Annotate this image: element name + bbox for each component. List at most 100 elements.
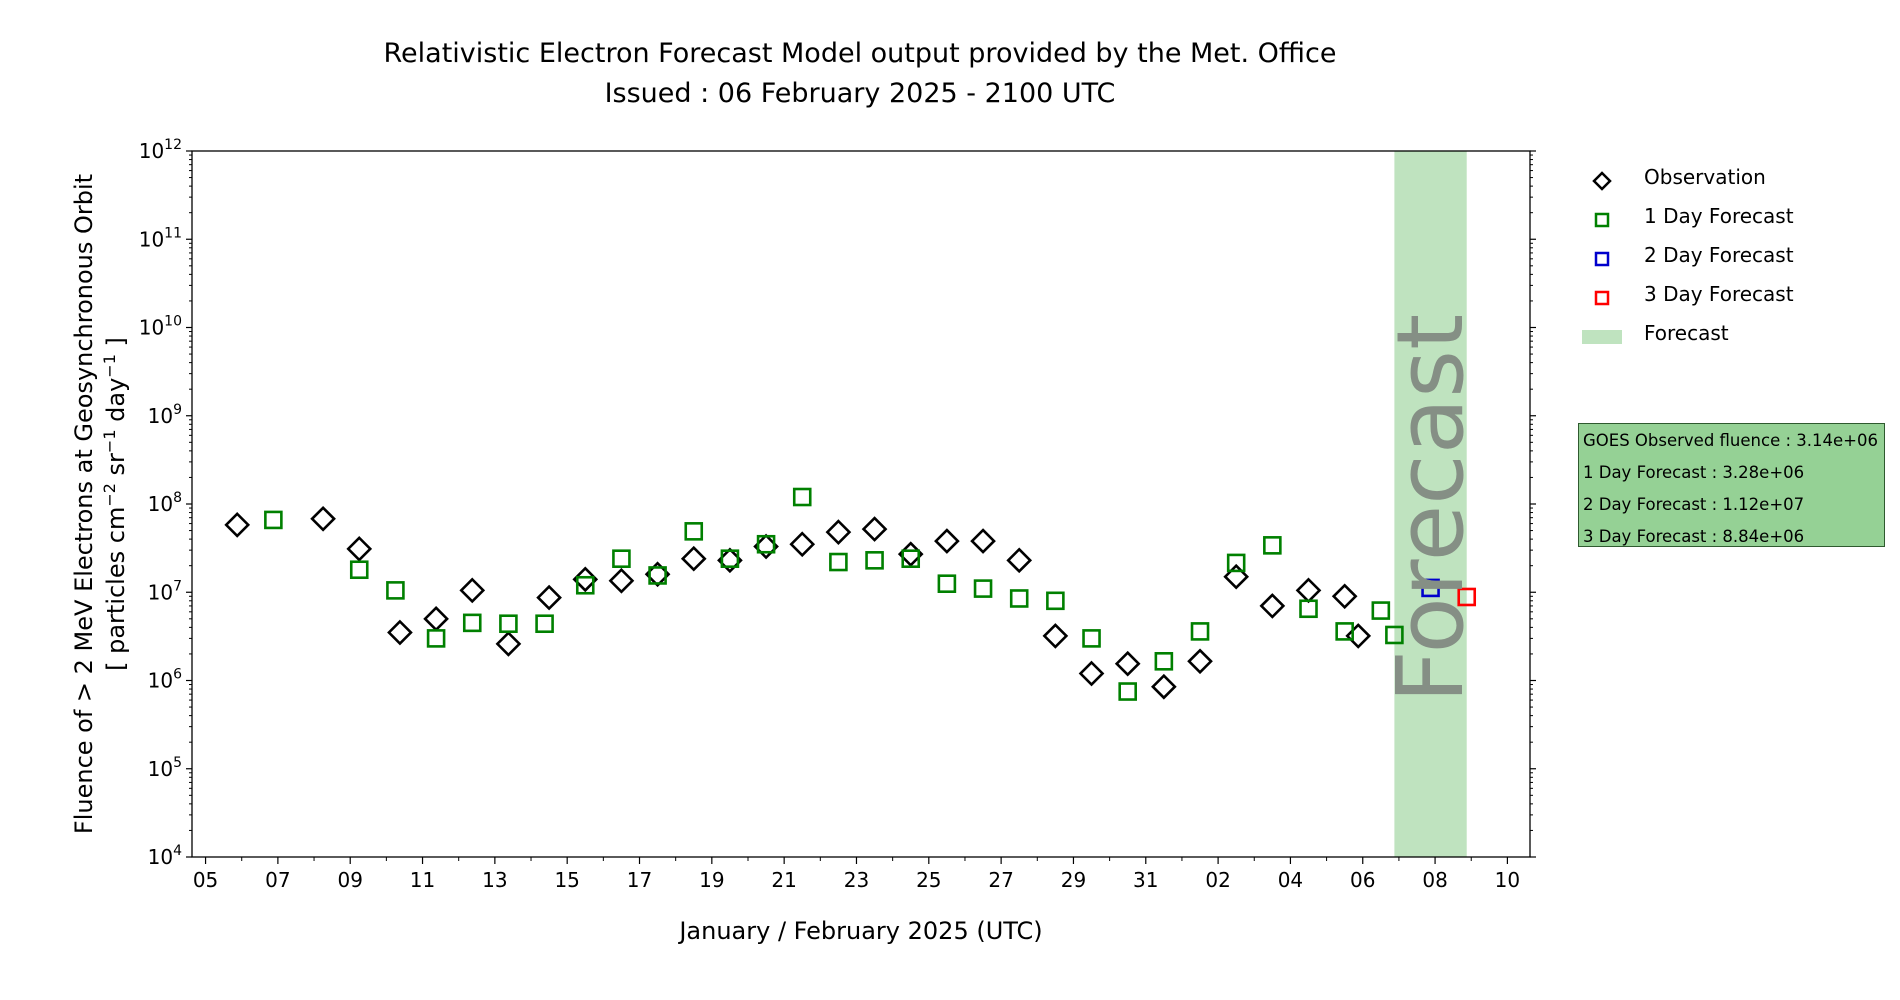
1-day-forecast-point: [386, 581, 405, 600]
1-day-forecast-point: [1046, 591, 1065, 611]
observation-point: [1042, 623, 1069, 649]
observation-point: [934, 528, 960, 554]
square-marker-icon: [1594, 251, 1610, 267]
x-tick-label: 11: [410, 868, 435, 892]
observation-point: [970, 528, 996, 554]
2-day-forecast-point: [1421, 578, 1440, 598]
chart-subtitle: Issued : 06 February 2025 - 2100 UTC: [604, 78, 1116, 109]
y-tick-label: 106: [148, 667, 182, 693]
1-day-forecast-point: [612, 549, 631, 568]
observation-point: [861, 516, 888, 542]
observation-point: [789, 531, 816, 558]
1-day-forecast-point: [720, 549, 740, 568]
y-axis-unit-text: [ particles cm: [102, 507, 130, 671]
legend-label: 2 Day Forecast: [1644, 243, 1794, 267]
legend-label: Observation: [1644, 165, 1766, 189]
1-day-forecast-point: [1154, 652, 1174, 671]
observation-point: [1331, 583, 1358, 610]
1-day-forecast-point: [684, 522, 704, 541]
y-tick-label: 104: [148, 843, 182, 869]
observation-point: [423, 605, 449, 632]
observation-point: [1114, 650, 1141, 677]
x-tick-label: 08: [1422, 868, 1447, 892]
observation-point: [495, 631, 522, 657]
y-tick-label: 1012: [139, 137, 182, 163]
observation-point: [1345, 623, 1372, 649]
1-day-forecast-point: [1226, 553, 1246, 573]
fluence-summary-box: GOES Observed fluence : 3.14e+06 1 Day F…: [1578, 423, 1885, 547]
x-tick-label: 25: [916, 868, 941, 892]
forecast-band: [1394, 151, 1467, 857]
1-day-forecast-point: [1082, 629, 1101, 648]
x-tick-label: 13: [482, 868, 507, 892]
x-tick-label: 19: [699, 868, 724, 892]
chart-title: Relativistic Electron Forecast Model out…: [383, 38, 1337, 69]
x-tick-label: 29: [1061, 868, 1086, 892]
x-tick-label: 23: [844, 868, 869, 892]
1-day-forecast-text: 1 Day Forecast : 3.28e+06: [1583, 463, 1805, 482]
1-day-forecast-point: [865, 551, 884, 570]
x-tick-label: 17: [627, 868, 652, 892]
square-marker-icon: [1594, 212, 1610, 228]
2-day-forecast-text: 2 Day Forecast : 1.12e+07: [1583, 495, 1805, 514]
1-day-forecast-point: [462, 613, 482, 633]
1-day-forecast-point: [756, 534, 776, 554]
y-axis-label: Fluence of > 2 MeV Electrons at Geosynch…: [70, 174, 130, 834]
3-day-forecast-text: 3 Day Forecast : 8.84e+06: [1583, 527, 1805, 546]
observation-point: [387, 619, 413, 646]
x-tick-label: 09: [337, 868, 362, 892]
legend-label: Forecast: [1644, 321, 1729, 345]
square-marker-icon: [1594, 290, 1610, 306]
1-day-forecast-point: [1299, 599, 1318, 619]
1-day-forecast-point: [426, 629, 446, 648]
y-axis-unit-text: day: [102, 378, 130, 430]
1-day-forecast-point: [575, 575, 595, 595]
x-tick-label: 07: [265, 868, 290, 892]
observed-fluence-text: GOES Observed fluence : 3.14e+06: [1583, 431, 1878, 450]
1-day-forecast-point: [937, 574, 957, 593]
1-day-forecast-point: [1263, 536, 1282, 555]
x-tick-label: 05: [193, 868, 218, 892]
y-tick-label: 108: [148, 490, 182, 516]
observation-point: [1295, 577, 1322, 604]
y-tick-label: 109: [148, 402, 182, 428]
x-axis-label: January / February 2025 (UTC): [677, 917, 1042, 945]
x-tick-label: 15: [554, 868, 579, 892]
observation-point: [1187, 648, 1213, 675]
1-day-forecast-point: [535, 614, 554, 634]
1-day-forecast-point: [901, 549, 921, 568]
1-day-forecast-point: [829, 552, 848, 572]
observation-point: [608, 567, 635, 594]
y-tick-label: 1011: [139, 225, 182, 251]
diamond-marker-icon: [1592, 171, 1612, 191]
x-tick-label: 06: [1350, 868, 1375, 892]
observation-point: [536, 584, 562, 611]
observation-point: [1078, 660, 1105, 687]
y-axis-unit-text: ]: [102, 337, 130, 354]
1-day-forecast-point: [1009, 589, 1029, 608]
y-axis-unit-exp: −2: [100, 483, 119, 507]
y-axis-unit-exp: −1: [100, 429, 119, 453]
y-axis-label-line1: Fluence of > 2 MeV Electrons at Geosynch…: [70, 174, 98, 834]
observation-point: [1006, 547, 1033, 574]
x-tick-label: 21: [771, 868, 796, 892]
observation-point: [825, 519, 852, 545]
x-tick-label: 10: [1495, 868, 1520, 892]
1-day-forecast-point: [1118, 682, 1137, 701]
1-day-forecast-point: [973, 579, 993, 598]
1-day-forecast-point: [792, 487, 812, 507]
1-day-forecast-point: [1190, 622, 1210, 641]
legend-label: 3 Day Forecast: [1644, 282, 1794, 306]
1-day-forecast-point: [648, 566, 667, 585]
y-tick-label: 107: [148, 578, 182, 604]
1-day-forecast-point: [499, 614, 518, 634]
1-day-forecast-point: [264, 510, 283, 530]
x-tick-label: 02: [1205, 868, 1230, 892]
observation-point: [572, 566, 599, 593]
forecast-patch-icon: [1582, 330, 1622, 344]
observation-point: [224, 512, 251, 538]
observation-point: [1151, 673, 1177, 700]
y-tick-label: 105: [148, 755, 182, 781]
observation-point: [1259, 593, 1286, 619]
